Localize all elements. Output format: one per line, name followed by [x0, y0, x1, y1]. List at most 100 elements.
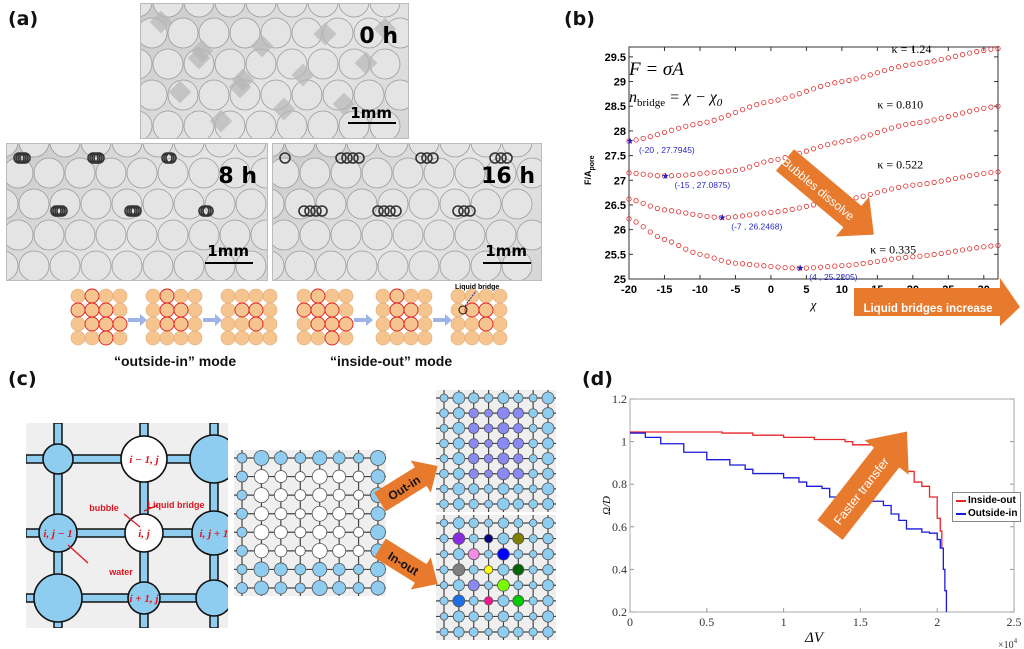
data-point — [633, 170, 639, 177]
network-node — [467, 579, 480, 592]
bubble — [341, 152, 353, 164]
network-node — [483, 484, 494, 494]
data-point — [952, 112, 959, 118]
data-point — [775, 156, 781, 162]
kappa-label: κ = 0.810 — [877, 98, 923, 112]
arrow-icon — [354, 314, 373, 326]
particle — [450, 288, 466, 304]
pore-pillar — [260, 17, 292, 49]
network-node — [312, 562, 328, 577]
data-point — [640, 200, 646, 206]
pore-pillar — [408, 188, 440, 220]
data-point — [924, 59, 930, 65]
data-point — [825, 264, 831, 270]
pore-pillar — [173, 188, 205, 220]
network-node — [332, 563, 346, 576]
data-point — [796, 205, 802, 211]
equation-subscript-bridge: bridge — [637, 97, 665, 109]
network-node — [542, 595, 554, 607]
data-point — [945, 249, 951, 255]
bubble-outline — [84, 288, 100, 304]
network-node — [352, 544, 365, 557]
data-point — [910, 120, 916, 127]
network-node — [513, 611, 524, 622]
pore-pillar — [173, 250, 205, 280]
y-tick-label: 26 — [614, 225, 626, 237]
pore-pillar — [346, 250, 378, 280]
pore-pillar — [369, 110, 401, 138]
pore-pillar — [516, 157, 541, 189]
data-point — [683, 123, 689, 129]
data-point — [640, 224, 646, 230]
network-node — [541, 421, 555, 435]
particle — [234, 330, 250, 346]
pore-pillar — [361, 219, 393, 251]
water-node — [38, 513, 78, 553]
data-point — [896, 123, 902, 129]
pore-pillar — [454, 219, 486, 251]
scale-label: 1mm — [350, 104, 392, 122]
network-node — [236, 452, 248, 464]
data-point — [789, 93, 795, 99]
data-point — [974, 107, 980, 113]
data-point — [853, 195, 859, 201]
data-point — [732, 167, 739, 174]
pore-pillar — [18, 250, 50, 280]
bubble-outline — [478, 316, 494, 332]
network-node — [512, 437, 524, 450]
pore-pillar — [7, 144, 19, 157]
scale-bar — [205, 262, 253, 264]
bubble — [347, 152, 359, 164]
network-node — [273, 451, 288, 465]
network-node — [483, 393, 494, 403]
network-node — [294, 563, 307, 576]
y-tick-label: 0.8 — [612, 477, 627, 491]
faster-transfer-arrow: Faster transfer — [817, 431, 909, 540]
network-node — [468, 407, 479, 419]
data-point — [810, 146, 817, 152]
data-point — [810, 202, 817, 208]
pore-pillar — [470, 188, 502, 220]
network-node — [467, 548, 480, 561]
network-node — [452, 579, 465, 592]
network-node — [497, 452, 510, 465]
network-node — [542, 467, 555, 480]
pore-pillar — [299, 219, 331, 251]
data-point — [775, 209, 781, 215]
data-point — [697, 171, 703, 177]
data-point — [881, 257, 888, 263]
network-node — [541, 579, 555, 592]
data-point — [938, 115, 944, 121]
network-node — [439, 423, 449, 433]
network-node — [542, 437, 555, 450]
kappa-label: κ = 0.335 — [870, 242, 916, 256]
data-point — [676, 125, 682, 131]
network-node — [528, 518, 538, 528]
pore-pillar — [198, 17, 230, 49]
y-tick-label: 28.5 — [605, 101, 626, 113]
pore-pillar — [152, 110, 184, 138]
bubble — [458, 205, 470, 217]
arrow-shape — [776, 149, 874, 237]
data-point — [640, 171, 646, 177]
pore-pillar — [408, 250, 440, 280]
particle — [375, 316, 391, 332]
data-point — [761, 263, 767, 269]
data-point — [867, 191, 873, 198]
x-tick-label: 10 — [836, 284, 848, 296]
data-point — [775, 264, 781, 270]
particle — [248, 330, 264, 346]
pore-pillar — [439, 144, 471, 158]
data-point — [668, 127, 675, 133]
water-node — [195, 579, 228, 617]
network-node — [484, 611, 494, 621]
min-label: (-20 , 27.7945) — [639, 145, 695, 155]
particle — [173, 330, 189, 346]
data-point — [881, 188, 888, 194]
particle — [478, 330, 494, 346]
network-node — [254, 469, 269, 484]
network-node — [311, 505, 328, 522]
bubble — [93, 152, 105, 164]
bubbles-dissolve-arrow: Bubbles dissolve — [776, 149, 874, 237]
data-point — [903, 254, 909, 260]
